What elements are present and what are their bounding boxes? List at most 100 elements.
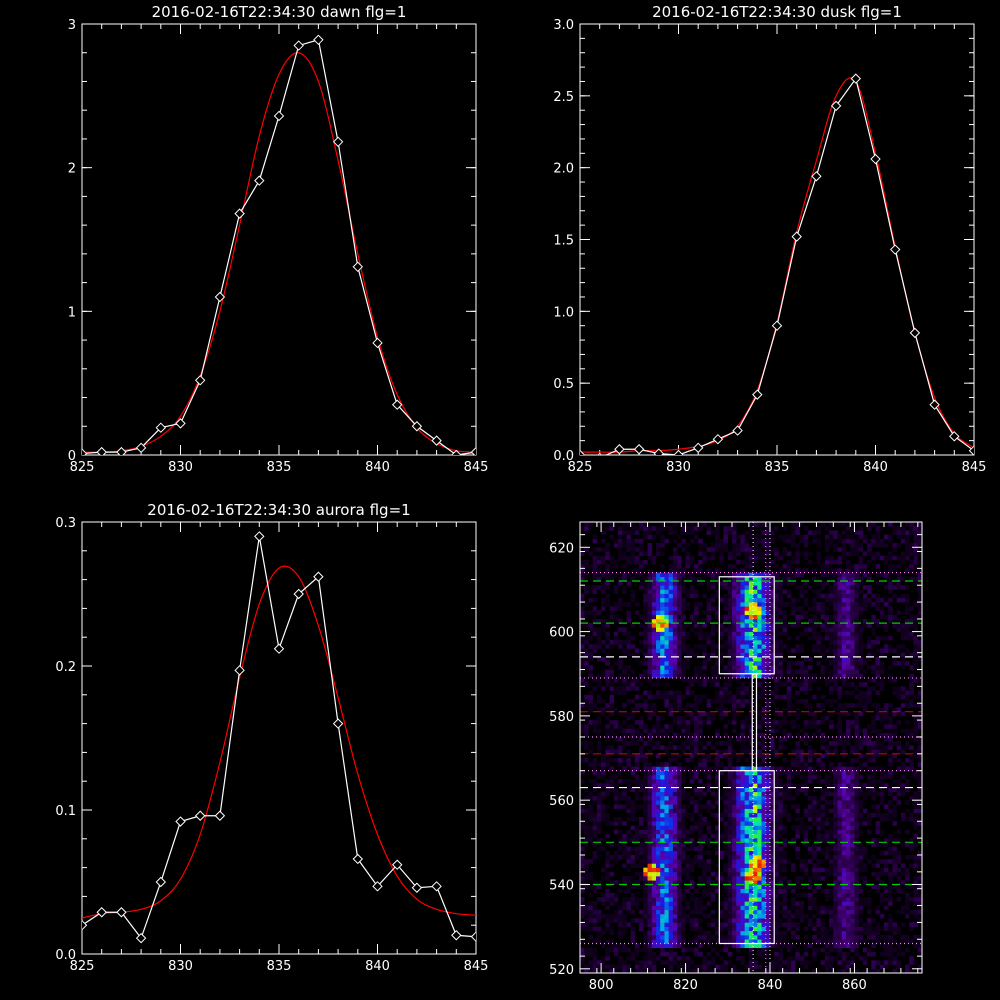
heatmap-cell xyxy=(702,930,707,936)
heatmap-cell xyxy=(698,859,703,864)
heatmap-cell xyxy=(630,732,636,738)
heatmap-cell xyxy=(647,656,653,662)
heatmap-cell xyxy=(816,871,821,877)
heatmap-cell xyxy=(841,850,847,856)
heatmap-cell xyxy=(622,758,627,763)
heatmap-cell xyxy=(584,699,589,704)
heatmap-cell xyxy=(879,635,885,641)
heatmap-cell xyxy=(677,880,682,885)
heatmap-cell xyxy=(656,833,661,839)
heatmap-cell xyxy=(605,922,610,927)
heatmap-cell xyxy=(917,909,923,915)
heatmap-cell xyxy=(736,770,741,776)
heatmap-cell xyxy=(643,817,648,822)
heatmap-cell xyxy=(736,800,741,805)
heatmap-cell xyxy=(647,610,653,616)
heatmap-cell xyxy=(795,808,800,814)
heatmap-cell xyxy=(710,758,716,763)
heatmap-cell xyxy=(622,741,627,746)
heatmap-cell xyxy=(677,618,682,624)
heatmap-cell xyxy=(664,800,669,805)
heatmap-cell xyxy=(630,880,636,885)
heatmap-cell xyxy=(656,800,661,805)
heatmap-cell xyxy=(740,724,745,729)
heatmap-cell xyxy=(723,867,729,873)
heatmap-cell xyxy=(896,644,902,649)
heatmap-cell xyxy=(871,677,876,683)
heatmap-cell xyxy=(605,762,610,767)
heatmap-cell xyxy=(596,939,602,944)
heatmap-cell xyxy=(850,960,855,965)
heatmap-cell xyxy=(795,951,800,957)
heatmap-cell xyxy=(643,922,648,927)
heatmap-cell xyxy=(879,817,885,822)
heatmap-cell xyxy=(875,728,881,734)
heatmap-cell xyxy=(668,711,674,717)
heatmap-cell xyxy=(761,863,767,868)
heatmap-cell xyxy=(736,614,741,620)
heatmap-cell xyxy=(677,795,682,801)
heatmap-cell xyxy=(917,918,923,923)
heatmap-cell xyxy=(761,918,767,923)
heatmap-cell xyxy=(702,758,707,763)
heatmap-cell xyxy=(757,724,762,729)
heatmap-cell xyxy=(875,842,881,847)
heatmap-cell xyxy=(846,774,851,780)
heatmap-cell xyxy=(702,635,707,641)
heatmap-cell xyxy=(803,825,809,830)
heatmap-cell xyxy=(765,808,771,814)
heatmap-cell xyxy=(913,867,919,873)
heatmap-cell xyxy=(694,614,699,620)
heatmap-cell xyxy=(854,656,859,662)
heatmap-cell xyxy=(833,656,838,662)
heatmap-cell xyxy=(702,631,707,637)
heatmap-cell xyxy=(905,699,910,704)
heatmap-cell xyxy=(854,842,859,847)
heatmap-cell xyxy=(782,631,788,637)
heatmap-cell xyxy=(656,943,661,949)
heatmap-cell xyxy=(867,690,872,696)
heatmap-cell xyxy=(626,867,631,873)
heatmap-cell xyxy=(584,825,589,830)
heatmap-cell xyxy=(609,880,615,885)
heatmap-cell xyxy=(833,652,838,658)
heatmap-cell xyxy=(888,901,893,906)
heatmap-cell xyxy=(744,787,750,793)
heatmap-cell xyxy=(740,627,745,632)
heatmap-cell xyxy=(626,673,631,679)
heatmap-cell xyxy=(841,623,847,628)
heatmap-cell xyxy=(837,779,843,784)
heatmap-cell xyxy=(609,968,615,974)
heatmap-cell xyxy=(748,800,754,805)
heatmap-cell xyxy=(736,817,741,822)
heatmap-cell xyxy=(672,644,678,649)
heatmap-cell xyxy=(808,960,813,965)
heatmap-cell xyxy=(829,703,834,708)
heatmap-cell xyxy=(791,838,796,843)
heatmap-cell xyxy=(770,736,775,742)
heatmap-cell xyxy=(896,850,902,856)
heatmap-cell xyxy=(820,669,826,675)
heatmap-cell xyxy=(829,867,834,873)
heatmap-cell xyxy=(592,956,598,961)
heatmap-cell xyxy=(795,741,800,746)
heatmap-cell xyxy=(732,640,737,645)
heatmap-cell xyxy=(808,918,813,923)
heatmap-cell xyxy=(757,770,762,776)
heatmap-cell xyxy=(871,939,876,944)
heatmap-cell xyxy=(715,918,720,923)
heatmap-cell xyxy=(634,694,640,700)
heatmap-cell xyxy=(871,960,876,965)
heatmap-cell xyxy=(736,846,741,852)
heatmap-cell xyxy=(824,943,830,949)
heatmap-cell xyxy=(888,859,893,864)
heatmap-cell xyxy=(736,833,741,839)
heatmap-cell xyxy=(740,854,745,860)
heatmap-cell xyxy=(871,741,876,746)
heatmap-cell xyxy=(584,728,589,734)
heatmap-cell xyxy=(584,859,589,864)
heatmap-cell xyxy=(824,614,830,620)
heatmap-cell xyxy=(664,863,669,868)
heatmap-cell xyxy=(917,753,923,759)
heatmap-cell xyxy=(862,753,868,759)
